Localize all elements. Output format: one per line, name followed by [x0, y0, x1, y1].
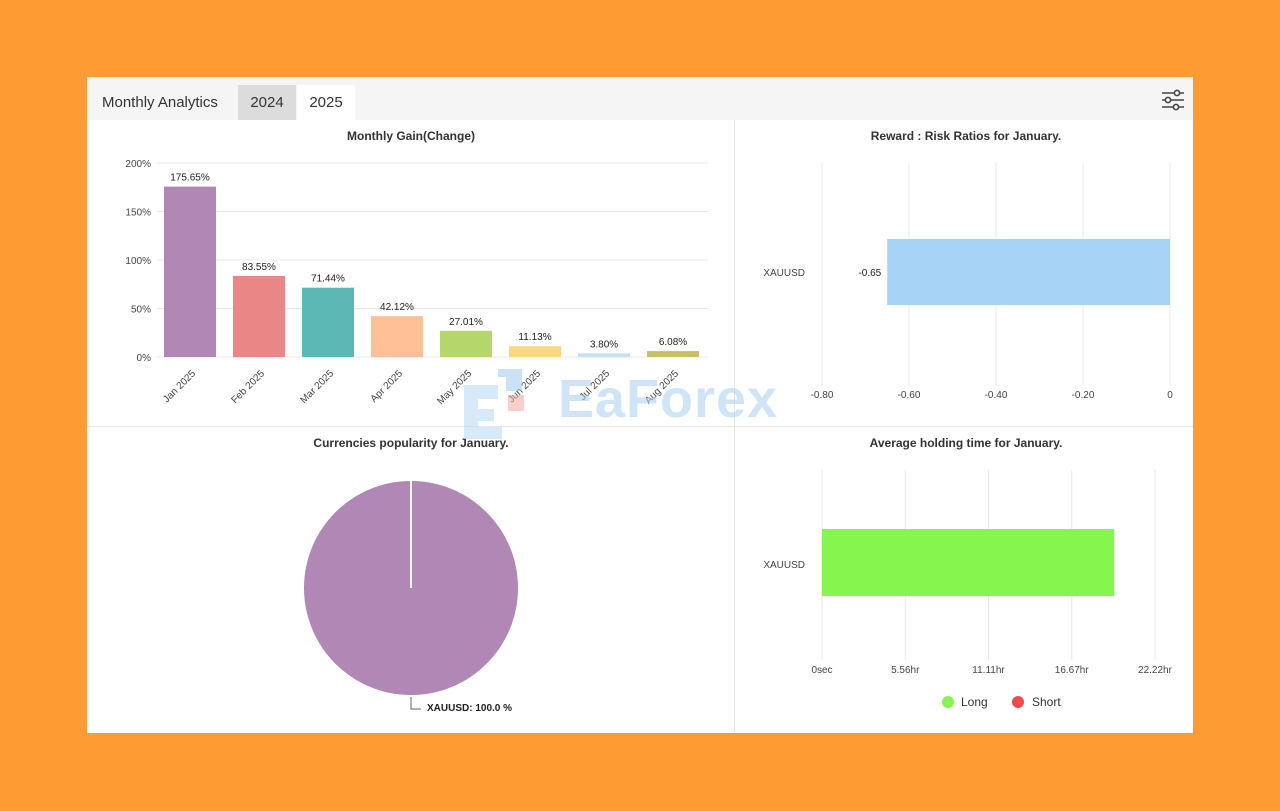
bar-value-label: 3.80%: [590, 339, 618, 350]
y-tick-label: 50%: [131, 305, 151, 316]
currencies-title: Currencies popularity for January.: [313, 436, 508, 450]
x-tick-label: -0.60: [898, 390, 921, 401]
horizontal-divider: [87, 426, 1193, 427]
y-tick-label: 100%: [125, 256, 151, 267]
bar-feb-2025: [233, 275, 285, 357]
logo-icon: [464, 369, 524, 439]
x-tick-label: 22.22hr: [1138, 665, 1173, 676]
bar-value-label: 83.55%: [242, 262, 276, 273]
x-tick-label: -0.80: [811, 390, 834, 401]
sliders-icon[interactable]: [1161, 89, 1185, 111]
risk-ratio-chart: Reward : Risk Ratios for January. -0.80 -…: [763, 129, 1173, 401]
monthly-gain-title: Monthly Gain(Change): [347, 129, 475, 143]
legend-long-swatch[interactable]: [942, 696, 954, 708]
bar-value-label: 42.12%: [380, 302, 414, 313]
bar-value-label: 6.08%: [659, 337, 687, 348]
y-category-label: XAUUSD: [763, 268, 805, 279]
watermark-text: EaForex: [558, 369, 779, 429]
currencies-pie-chart: Currencies popularity for January. XAUUS…: [304, 436, 518, 714]
y-tick-label: 200%: [125, 159, 151, 170]
bar-aug-2025: [647, 351, 699, 357]
bar-may-2025: [440, 330, 492, 357]
bar-value-label: -0.65: [858, 268, 881, 279]
watermark-logo: EaForex: [458, 365, 828, 440]
bar-value-label: 71.44%: [311, 274, 345, 285]
x-tick-label: -0.20: [1072, 390, 1095, 401]
pie-label-leader: [410, 697, 421, 710]
legend-short-label[interactable]: Short: [1032, 695, 1061, 709]
x-tick-label: Jan 2025: [161, 368, 198, 405]
x-tick-label: 0sec: [811, 665, 832, 676]
x-tick-label: Feb 2025: [229, 368, 267, 406]
tab-2025[interactable]: 2025: [297, 85, 355, 120]
holding-title: Average holding time for January.: [870, 436, 1063, 450]
x-tick-label: -0.40: [985, 390, 1008, 401]
analytics-header: Monthly Analytics 2024 2025: [87, 77, 1193, 120]
legend-short-swatch[interactable]: [1012, 696, 1024, 708]
bar-value-label: 11.13%: [518, 332, 551, 343]
pie-slice-label: XAUUSD: 100.0 %: [427, 703, 512, 714]
tab-2024[interactable]: 2024: [238, 85, 296, 120]
page-title: Monthly Analytics: [102, 94, 218, 111]
bar-apr-2025: [371, 316, 423, 357]
x-tick-label: 5.56hr: [891, 665, 920, 676]
bar-value-label: 175.65%: [170, 173, 210, 184]
x-tick-label: Mar 2025: [298, 368, 336, 406]
risk-ratio-title: Reward : Risk Ratios for January.: [871, 129, 1062, 143]
bar-jun-2025: [509, 346, 561, 357]
bar-jan-2025: [164, 186, 216, 357]
x-tick-label: 11.11hr: [972, 665, 1005, 676]
analytics-panel: Monthly Analytics 2024 2025: [87, 77, 1193, 733]
x-tick-label: 0: [1167, 390, 1173, 401]
bar-xauusd: [887, 239, 1170, 305]
x-tick-label: Apr 2025: [369, 368, 406, 405]
y-category-label: XAUUSD: [763, 560, 805, 571]
bar-value-label: 27.01%: [449, 317, 483, 328]
legend-long-label[interactable]: Long: [961, 695, 988, 709]
x-tick-label: 16.67hr: [1055, 665, 1090, 676]
y-tick-label: 150%: [125, 208, 151, 219]
bar-mar-2025: [302, 287, 354, 357]
y-tick-label: 0%: [137, 353, 152, 364]
holding-time-chart: Average holding time for January. Long S…: [763, 436, 1172, 709]
bar-long-xauusd: [822, 529, 1115, 596]
bar-jul-2025: [578, 353, 630, 357]
